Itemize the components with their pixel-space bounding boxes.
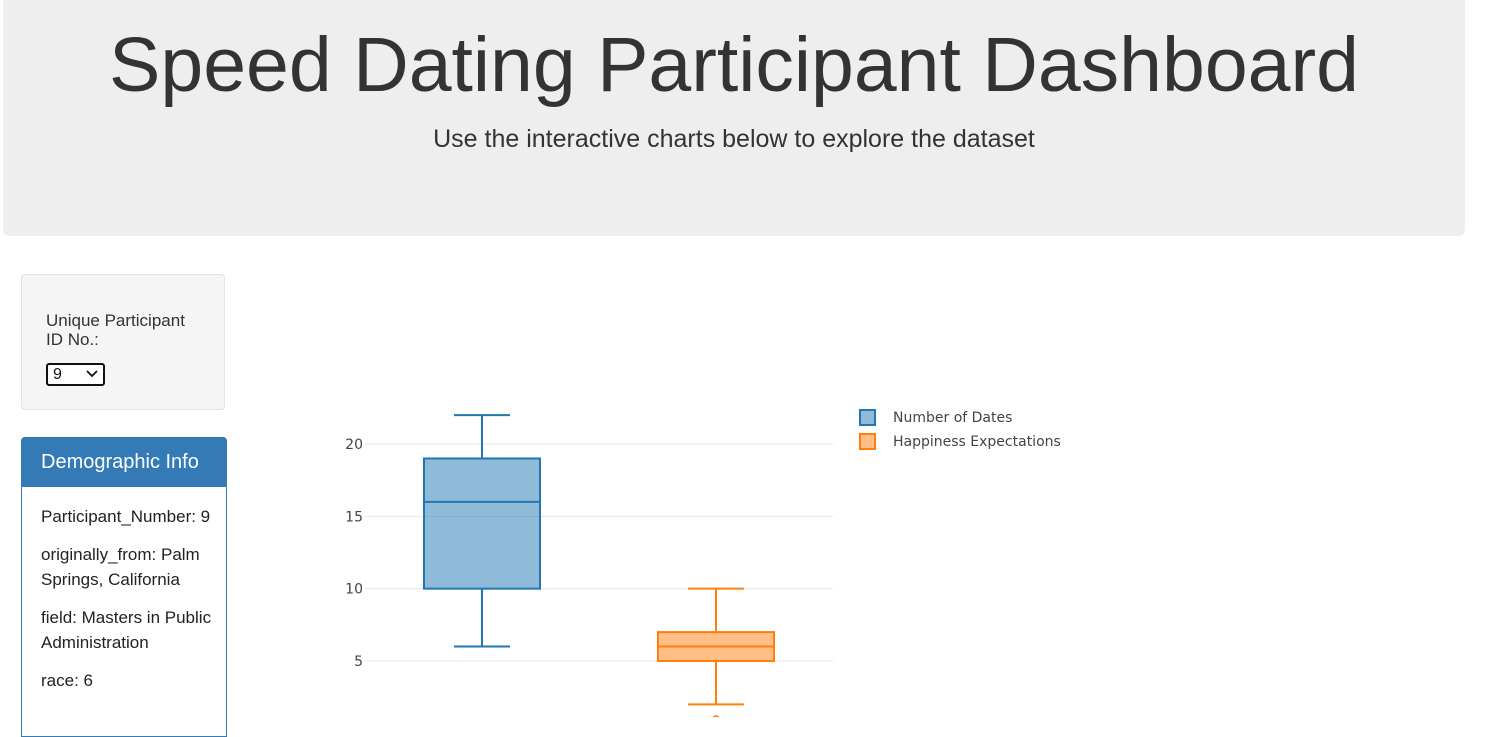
- legend-item[interactable]: Number of Dates: [859, 409, 1012, 426]
- demographic-info-panel: Demographic Info Participant_Number: 9 o…: [21, 437, 227, 737]
- participant-id-label: Unique Participant ID No.:: [46, 311, 185, 349]
- header-jumbotron: Speed Dating Participant Dashboard Use t…: [3, 0, 1465, 236]
- participant-id-selected-value: 9: [53, 366, 62, 383]
- page-subtitle: Use the interactive charts below to expl…: [433, 125, 1035, 153]
- legend-label: Number of Dates: [893, 410, 1012, 426]
- participant-selector-well: Unique Participant ID No.: 9: [21, 274, 225, 410]
- legend-item[interactable]: Happiness Expectations: [859, 433, 1061, 450]
- demographic-info-body: Participant_Number: 9 originally_from: P…: [41, 504, 221, 706]
- box-number-of-dates: [423, 414, 541, 648]
- interquartile-box: [423, 457, 541, 590]
- info-race: race: 6: [41, 671, 93, 690]
- y-tick-label: 5: [354, 654, 363, 670]
- outlier-point: [712, 715, 720, 717]
- legend-swatch: [859, 433, 876, 450]
- y-tick-label: 15: [345, 509, 363, 525]
- demographic-info-heading: Demographic Info: [22, 438, 226, 487]
- info-participant-number: Participant_Number: 9: [41, 507, 211, 526]
- y-tick-label: 20: [345, 437, 363, 453]
- participant-id-dropdown[interactable]: 9: [46, 363, 105, 386]
- chevron-down-icon: [86, 370, 98, 378]
- chart-y-ticks: 5 10 15 20: [345, 437, 363, 670]
- chart-boxes: [423, 414, 775, 717]
- legend-label: Happiness Expectations: [893, 434, 1061, 450]
- chart-legend: Number of Dates Happiness Expectations: [859, 409, 1061, 450]
- box-happiness-expectations: [657, 587, 775, 717]
- y-tick-label: 10: [345, 582, 363, 598]
- info-originally-from: originally_from: Palm Springs, Californi…: [41, 545, 200, 589]
- box-plot-chart[interactable]: 5 10 15 20 Number of Dates Happiness Expecta…: [300, 380, 1200, 717]
- page-title: Speed Dating Participant Dashboard: [109, 22, 1359, 108]
- legend-swatch: [859, 409, 876, 426]
- info-field: field: Masters in Public Administration: [41, 608, 212, 652]
